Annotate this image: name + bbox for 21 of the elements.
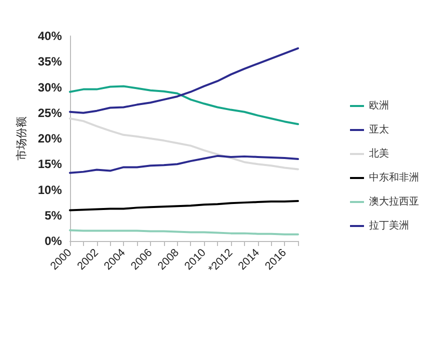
- line-series: [68, 154, 299, 174]
- y-tick-label: 35%: [38, 54, 62, 69]
- y-tick-label: 25%: [38, 106, 62, 120]
- line-series: [68, 47, 299, 114]
- y-tick-label: 20%: [38, 132, 62, 146]
- y-axis-title: 市场份额: [15, 116, 28, 160]
- y-tick-label: 5%: [44, 208, 62, 222]
- legend-label: 澳大拉西亚: [369, 196, 419, 208]
- legend-label: 欧洲: [369, 100, 389, 112]
- line-series: [68, 118, 299, 170]
- legend-label: 北美: [369, 148, 389, 160]
- y-tick-label: 30%: [38, 80, 62, 94]
- y-tick-label: 40%: [38, 29, 62, 43]
- y-tick-label: 15%: [38, 157, 62, 172]
- line-series: [68, 200, 299, 212]
- legend-label: 中东和非洲: [369, 172, 419, 184]
- legend-label: 拉丁美洲: [369, 220, 409, 232]
- legend-label: 亚太: [369, 124, 389, 136]
- line-series: [68, 85, 299, 126]
- y-tick-label: 0%: [44, 234, 62, 248]
- y-tick-label: 10%: [38, 182, 62, 197]
